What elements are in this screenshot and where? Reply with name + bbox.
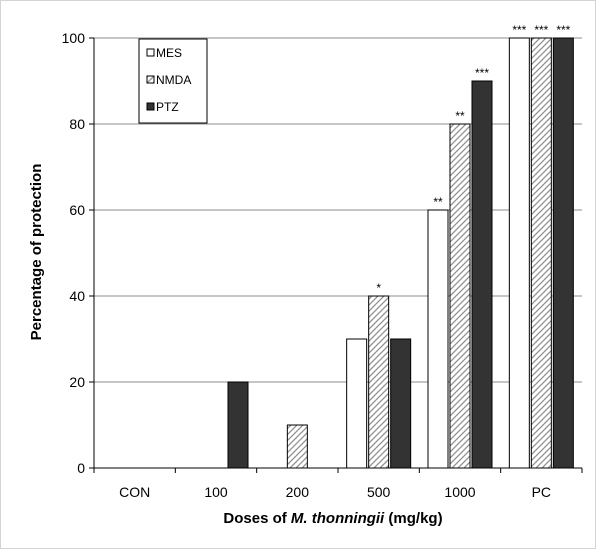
legend-label-mes: MES	[156, 46, 182, 60]
x-tick-label: 1000	[444, 484, 475, 500]
x-axis-title-species: M. thonningii	[291, 510, 385, 527]
legend-swatch-nmda	[146, 75, 155, 84]
bar-ptz	[471, 80, 493, 469]
y-axis-title: Percentage of protection	[28, 164, 45, 341]
significance-label-nmda: ***	[534, 23, 548, 37]
gridlines	[94, 37, 582, 383]
x-tick-labels: CON 100 200 500 1000 PC	[119, 484, 551, 500]
bar-ptz	[227, 381, 249, 469]
y-tick-label: 0	[77, 460, 85, 476]
x-tick-label: PC	[532, 484, 551, 500]
bar-ptz	[552, 37, 574, 469]
bar-mes	[427, 209, 449, 469]
x-tick-label: 100	[204, 484, 228, 500]
significance-label-ptz: ***	[475, 66, 489, 80]
y-tick-label: 80	[69, 116, 85, 132]
bars	[227, 37, 574, 469]
x-tick-label: 200	[286, 484, 310, 500]
x-tick-label: CON	[119, 484, 150, 500]
y-tick-label: 40	[69, 288, 85, 304]
legend-swatch-ptz	[146, 102, 155, 111]
axes	[89, 37, 583, 473]
significance-labels: *****************	[376, 23, 570, 295]
x-axis-title: Doses of M. thonningii (mg/kg)	[223, 510, 442, 527]
significance-label-ptz: ***	[556, 23, 570, 37]
bar-nmda	[449, 123, 471, 469]
significance-label-nmda: **	[455, 109, 465, 123]
legend-swatch-mes	[146, 48, 155, 57]
bar-mes	[346, 338, 368, 469]
bar-nmda	[286, 424, 308, 469]
significance-label-mes: ***	[512, 23, 526, 37]
legend-label-ptz: PTZ	[156, 100, 179, 114]
y-tick-label: 100	[62, 30, 86, 46]
x-axis-title-prefix: Doses of	[223, 510, 291, 527]
bar-nmda	[368, 295, 390, 469]
significance-label-mes: **	[433, 195, 443, 209]
y-tick-label: 60	[69, 202, 85, 218]
legend-label-nmda: NMDA	[156, 73, 191, 87]
legend-item-mes: MES	[146, 46, 182, 60]
x-tick-label: 500	[367, 484, 391, 500]
bar-ptz	[390, 338, 412, 469]
legend-item-nmda: NMDA	[146, 73, 191, 87]
y-tick-labels: 0 20 40 60 80 100	[62, 30, 86, 476]
legend: MES NMDA PTZ	[138, 38, 208, 124]
significance-label-nmda: *	[376, 281, 381, 295]
y-tick-label: 20	[69, 374, 85, 390]
x-axis-title-unit: (mg/kg)	[384, 510, 442, 527]
bar-mes	[508, 37, 530, 469]
bar-nmda	[530, 37, 552, 469]
legend-item-ptz: PTZ	[146, 100, 179, 114]
